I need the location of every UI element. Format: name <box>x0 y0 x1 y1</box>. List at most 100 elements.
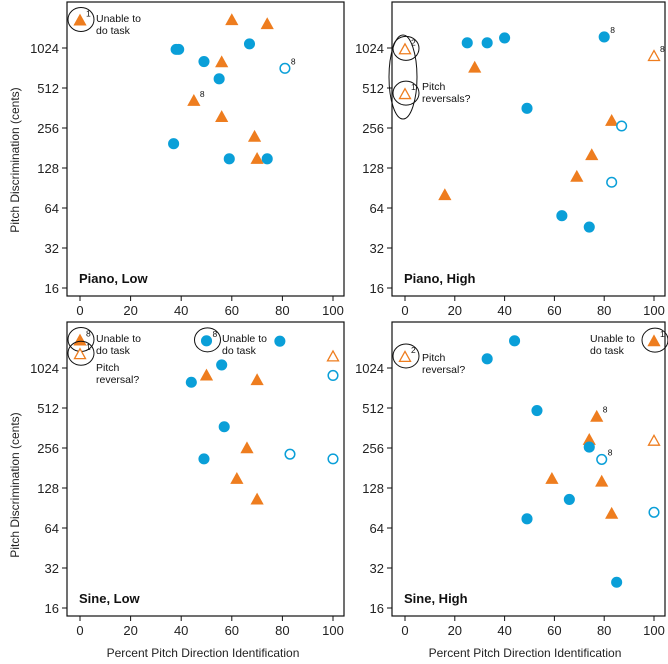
filled-circle-point <box>185 376 197 388</box>
filled-circle-point <box>173 43 185 55</box>
open-circle-point <box>616 120 628 132</box>
plot-frame <box>66 321 345 617</box>
y-tick-label: 32 <box>370 241 384 256</box>
filled-triangle-point <box>260 17 274 30</box>
highlight-ring <box>392 343 420 369</box>
y-tick-label: 256 <box>362 441 384 456</box>
highlight-ring <box>392 80 420 106</box>
plot-frame <box>391 1 666 297</box>
x-axis-label-right: Percent Pitch Direction Identification <box>429 646 622 660</box>
point-label: 8 <box>608 447 613 457</box>
panel-title: Sine, High <box>404 591 468 606</box>
plot-frame <box>391 321 666 617</box>
point-label: 8 <box>610 25 615 35</box>
annotation-text: do task <box>222 345 257 357</box>
highlight-ring <box>194 327 221 353</box>
point-label: 1 <box>86 8 91 18</box>
x-tick-label: 60 <box>547 303 561 318</box>
filled-circle-point <box>563 493 575 505</box>
annotation-text: do task <box>96 345 131 357</box>
filled-triangle-point <box>250 492 264 505</box>
x-tick-label: 80 <box>597 303 611 318</box>
filled-triangle-point <box>605 506 619 519</box>
y-tick-label: 512 <box>362 81 384 96</box>
open-circle-point <box>327 453 339 465</box>
x-tick-label: 20 <box>123 303 137 318</box>
x-tick-label: 80 <box>275 623 289 638</box>
highlight-ring <box>67 6 95 32</box>
open-circle-point <box>648 506 660 518</box>
point-label: 8 <box>291 56 296 66</box>
filled-circle-point <box>509 335 521 347</box>
x-tick-label: 40 <box>497 623 511 638</box>
point-label: 2 <box>411 37 416 47</box>
y-tick-label: 1024 <box>355 41 384 56</box>
panel-title: Piano, High <box>404 271 476 286</box>
x-tick-label: 100 <box>322 623 344 638</box>
filled-circle-point <box>611 576 623 588</box>
x-axis-label-left: Percent Pitch Direction Identification <box>107 646 300 660</box>
filled-circle-point <box>168 138 180 150</box>
open-triangle-point <box>73 347 87 360</box>
filled-triangle-point <box>215 55 229 68</box>
annotation-text: Pitch <box>422 81 446 93</box>
x-tick-label: 20 <box>123 623 137 638</box>
y-tick-label: 1024 <box>355 361 384 376</box>
filled-circle-point <box>521 102 533 114</box>
point-label: 1 <box>86 342 91 352</box>
annotation-text: do task <box>96 25 131 37</box>
filled-circle-point <box>481 37 493 49</box>
open-triangle-point <box>647 433 661 446</box>
filled-triangle-point <box>570 169 584 182</box>
filled-triangle-point <box>250 152 264 164</box>
y-tick-label: 16 <box>45 601 59 616</box>
point-label: 8 <box>213 329 218 339</box>
x-tick-label: 20 <box>448 303 462 318</box>
y-tick-label: 512 <box>37 401 59 416</box>
filled-triangle-point <box>247 129 262 142</box>
filled-circle-point <box>481 353 493 365</box>
filled-triangle-point <box>605 113 619 126</box>
y-tick-label: 512 <box>37 81 59 96</box>
open-circle-point <box>327 369 339 381</box>
filled-circle-point <box>583 221 595 233</box>
filled-triangle-point <box>468 60 482 73</box>
filled-circle-point <box>556 210 568 222</box>
x-tick-label: 40 <box>497 303 511 318</box>
x-tick-label: 100 <box>643 303 665 318</box>
point-label: 8 <box>603 405 608 415</box>
open-triangle-point <box>398 87 412 100</box>
point-label: 8 <box>200 89 205 99</box>
open-triangle-point <box>398 350 412 363</box>
x-tick-label: 80 <box>597 623 611 638</box>
y-tick-label: 256 <box>37 441 59 456</box>
filled-circle-point <box>499 32 511 44</box>
y-tick-label: 1024 <box>30 41 59 56</box>
y-tick-label: 64 <box>370 521 384 536</box>
filled-triangle-point <box>187 93 201 106</box>
y-tick-label: 16 <box>370 601 384 616</box>
filled-triangle-point <box>595 474 609 487</box>
filled-circle-point <box>216 359 228 371</box>
filled-circle-point <box>461 37 473 49</box>
y-tick-label: 16 <box>370 281 384 296</box>
x-tick-label: 0 <box>401 303 408 318</box>
y-tick-label: 128 <box>362 161 384 176</box>
point-label: 1 <box>660 329 665 339</box>
x-tick-label: 60 <box>225 623 239 638</box>
filled-circle-point <box>218 421 230 433</box>
x-tick-label: 60 <box>225 303 239 318</box>
filled-circle-point <box>200 335 213 347</box>
filled-circle-point <box>521 513 533 525</box>
highlight-ring <box>641 327 668 353</box>
x-tick-label: 20 <box>448 623 462 638</box>
open-triangle-point <box>647 49 661 62</box>
y-tick-label: 64 <box>45 521 59 536</box>
filled-triangle-point <box>215 110 229 123</box>
point-label: 2 <box>411 345 416 355</box>
annotation-text: reversals? <box>422 93 471 105</box>
x-tick-label: 0 <box>76 623 83 638</box>
open-circle-point <box>596 453 608 465</box>
x-tick-label: 40 <box>174 303 188 318</box>
y-tick-label: 128 <box>37 161 59 176</box>
